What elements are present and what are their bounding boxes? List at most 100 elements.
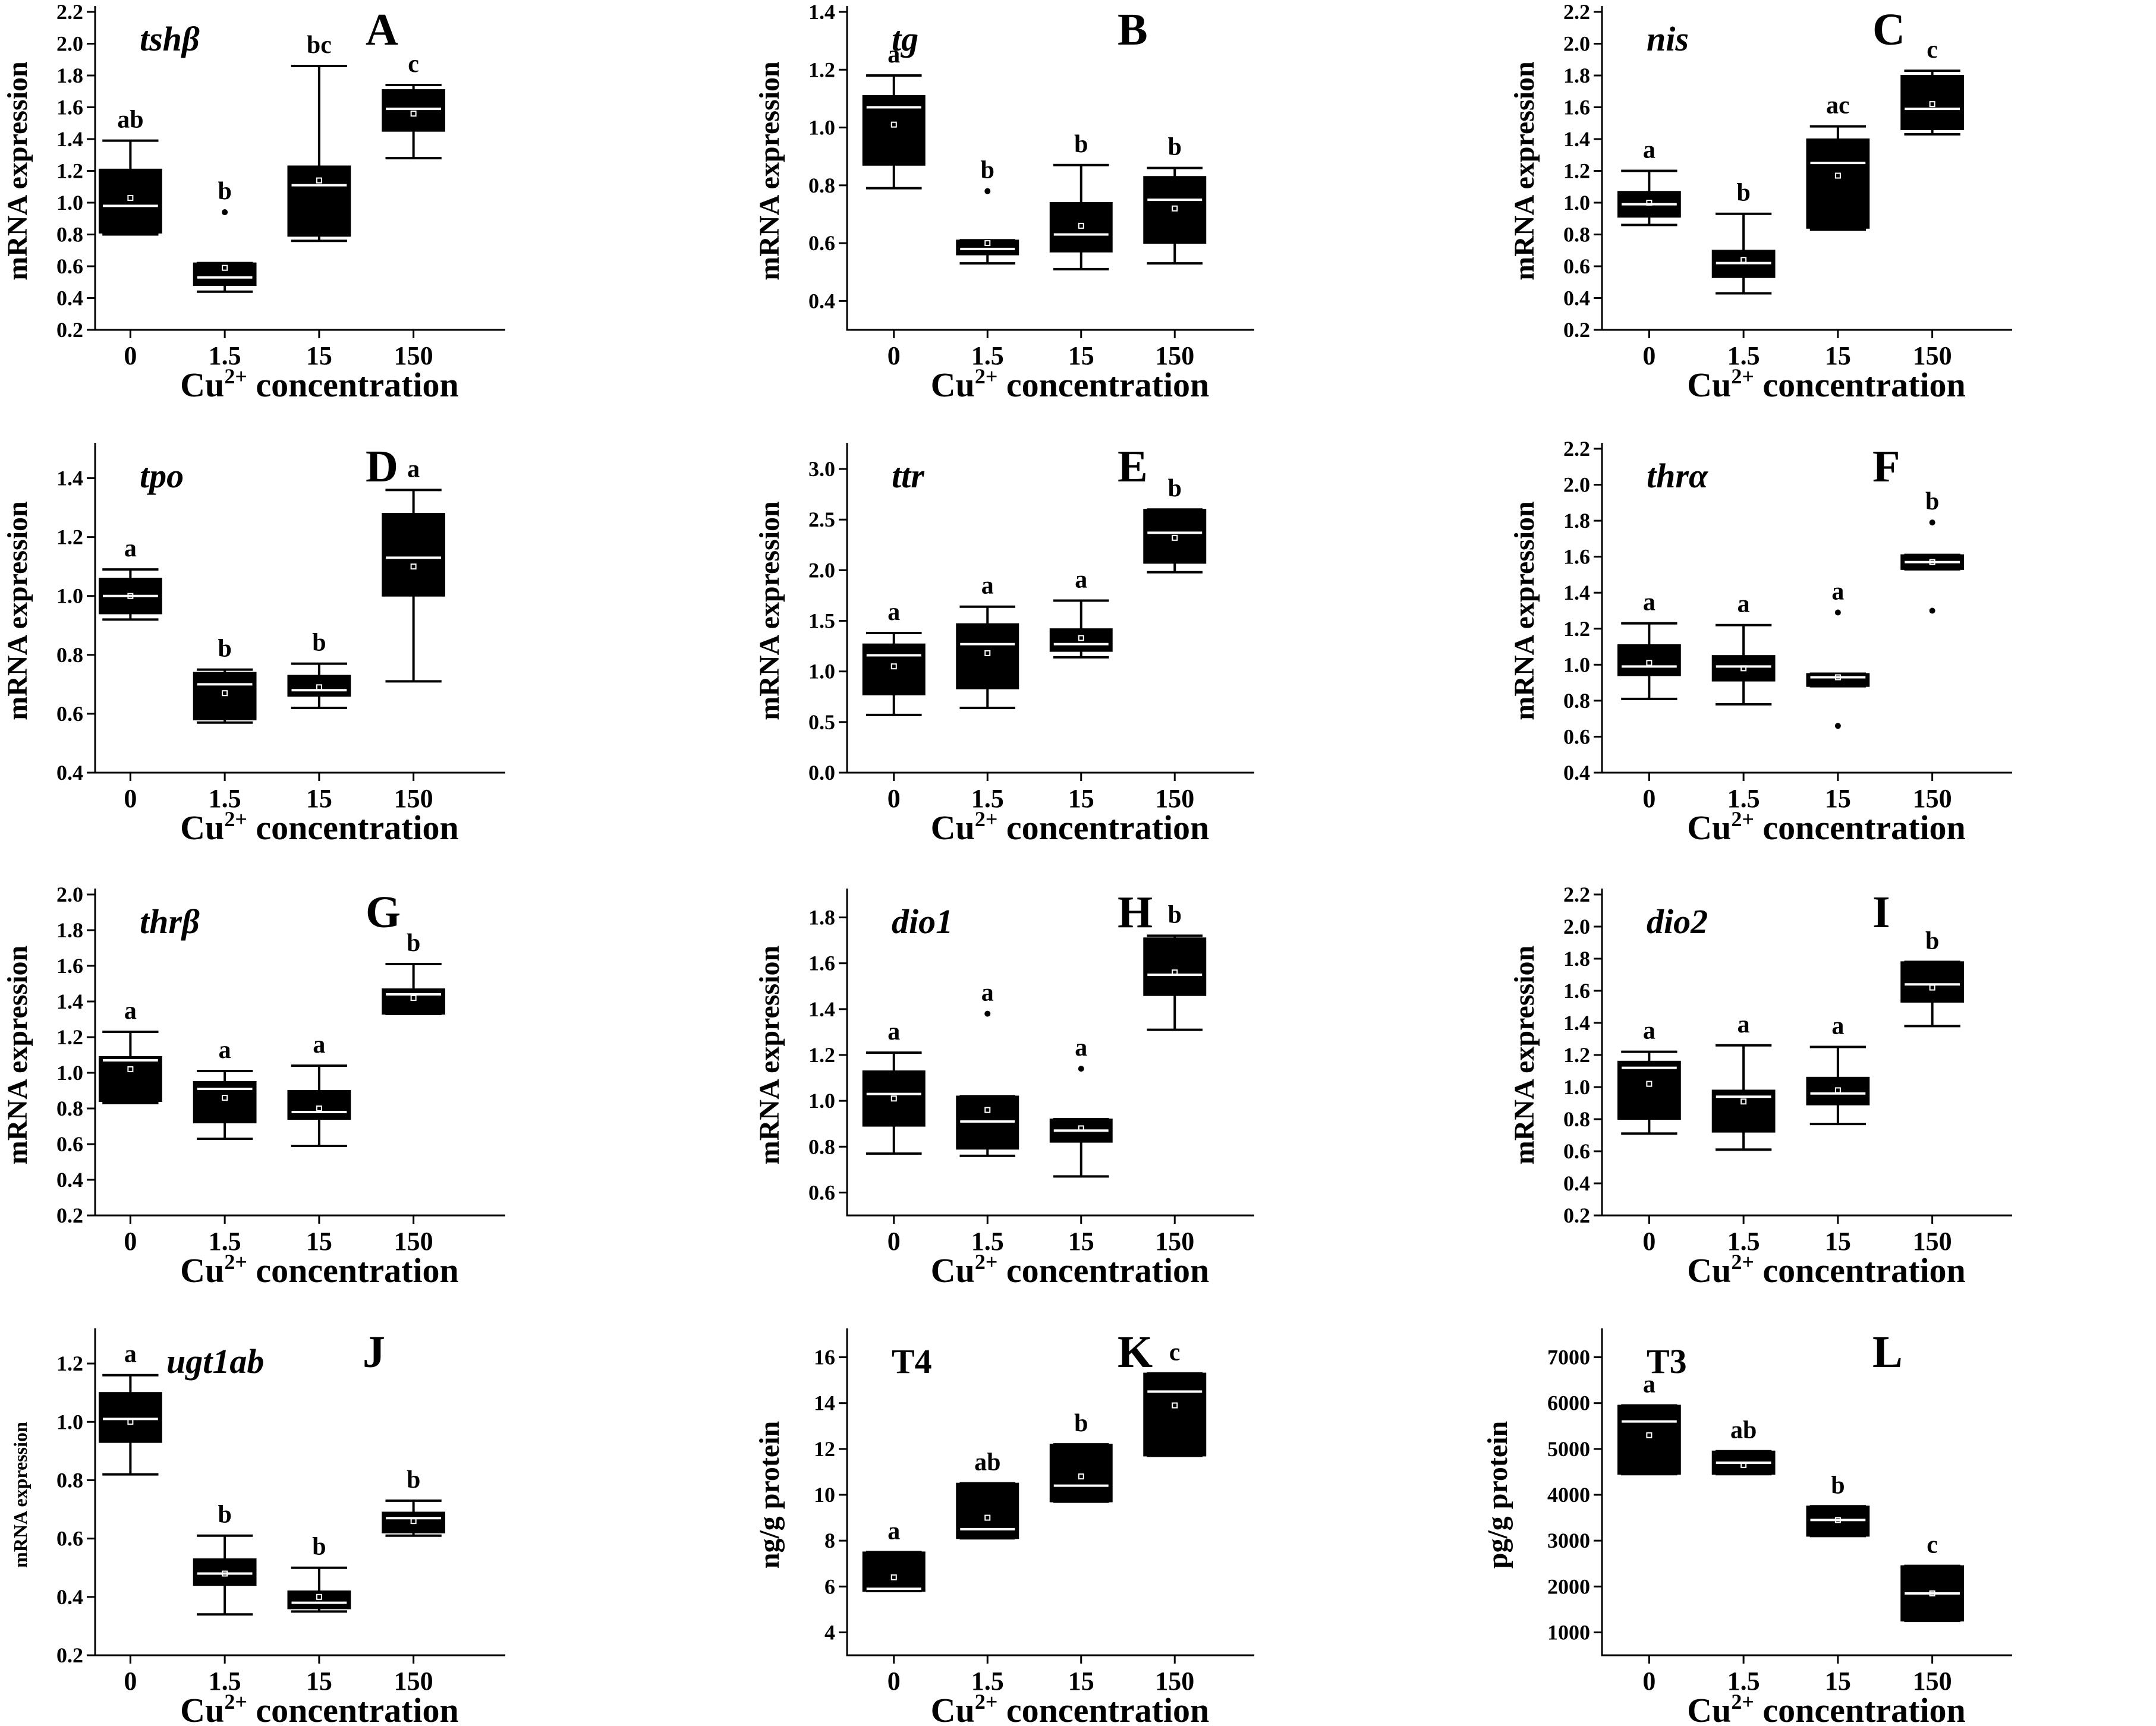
box-iqr bbox=[1143, 937, 1207, 996]
significance-letter: a bbox=[887, 599, 900, 626]
y-tick-label: 1.6 bbox=[808, 952, 835, 975]
box-iqr bbox=[1143, 1372, 1207, 1457]
mean-marker bbox=[1078, 1125, 1084, 1132]
x-axis-label: Cu2+ concentration bbox=[180, 1250, 459, 1290]
mean-marker bbox=[316, 1105, 322, 1111]
x-label-superscript: 2+ bbox=[1731, 807, 1754, 831]
y-tick-label: 0.6 bbox=[1563, 1139, 1590, 1163]
y-tick-label: 0.2 bbox=[56, 318, 83, 342]
x-label-superscript: 2+ bbox=[1731, 1690, 1754, 1714]
y-tick-label: 2.0 bbox=[808, 558, 835, 582]
y-tick-label: 1.2 bbox=[1563, 617, 1590, 641]
y-tick-label: 0.2 bbox=[1563, 318, 1590, 342]
significance-letter: b bbox=[1925, 927, 1939, 955]
x-label-superscript: 2+ bbox=[1731, 364, 1754, 388]
y-tick-label: 1.2 bbox=[1563, 1043, 1590, 1067]
y-axis-label: mRNA expression bbox=[10, 1422, 31, 1568]
significance-letter: a bbox=[1643, 137, 1655, 164]
y-tick-label: 8 bbox=[824, 1529, 835, 1552]
panel-letter: C bbox=[1872, 5, 1905, 55]
panel-l: 1000 2000 3000 4000 5000 6000 7000 pg/g protein… bbox=[1482, 1327, 2012, 1726]
significance-letter: c bbox=[1169, 1339, 1181, 1366]
y-axis-label: mRNA expression bbox=[1509, 946, 1540, 1164]
x-label-superscript: 2+ bbox=[224, 364, 247, 388]
y-tick-label: 0.4 bbox=[56, 761, 83, 785]
y-tick-label: 4000 bbox=[1547, 1483, 1590, 1507]
y-tick-label: 1.4 bbox=[808, 997, 835, 1021]
x-tick-label: 0 bbox=[887, 784, 901, 813]
y-tick-label: 1.0 bbox=[808, 1089, 835, 1113]
y-tick-label: 2.2 bbox=[1563, 883, 1590, 906]
y-tick-label: 1.2 bbox=[56, 159, 83, 183]
significance-letter: b bbox=[1168, 901, 1182, 928]
y-tick-label: 6000 bbox=[1547, 1391, 1590, 1415]
mean-marker bbox=[1646, 200, 1653, 206]
x-label-superscript: 2+ bbox=[975, 1690, 998, 1714]
mean-marker bbox=[127, 194, 134, 201]
mean-marker bbox=[410, 1518, 417, 1525]
axis-lines bbox=[846, 889, 1254, 1217]
y-tick-label: 2.2 bbox=[56, 0, 83, 24]
panel-letter: G bbox=[366, 887, 401, 937]
mean-marker bbox=[1078, 222, 1084, 229]
x-tick-label: 150 bbox=[1913, 1227, 1952, 1256]
box-iqr bbox=[382, 1511, 446, 1533]
x-label-superscript: 2+ bbox=[975, 364, 998, 388]
x-tick-label: 150 bbox=[1155, 1227, 1194, 1256]
y-tick-label: 1.4 bbox=[1563, 1011, 1590, 1035]
x-label-base: Cu bbox=[1687, 1691, 1731, 1726]
significance-letter: a bbox=[1831, 1013, 1844, 1040]
significance-letter: a bbox=[1075, 566, 1087, 593]
y-tick-label: 1.2 bbox=[56, 1025, 83, 1049]
panel-title: tshβ bbox=[140, 20, 200, 58]
significance-letter: b bbox=[1168, 475, 1182, 502]
y-axis-label: mRNA expression bbox=[754, 946, 785, 1164]
box-iqr bbox=[862, 1070, 926, 1127]
y-axis-label: mRNA expression bbox=[2, 946, 33, 1164]
box-iqr bbox=[98, 1392, 162, 1443]
box-iqr bbox=[1900, 961, 1965, 1003]
mean-marker bbox=[1740, 1098, 1747, 1105]
outlier-point bbox=[222, 209, 228, 216]
significance-letter: b bbox=[1925, 488, 1939, 515]
y-tick-label: 2.0 bbox=[1563, 32, 1590, 56]
x-label-rest: concentration bbox=[247, 366, 459, 404]
y-tick-label: 1.6 bbox=[1563, 545, 1590, 569]
x-axis-label: Cu2+ concentration bbox=[1687, 807, 1966, 847]
x-axis-label: Cu2+ concentration bbox=[180, 364, 459, 404]
significance-letter: a bbox=[1831, 578, 1844, 606]
significance-letter: b bbox=[1168, 134, 1182, 161]
x-label-base: Cu bbox=[1687, 1251, 1731, 1290]
y-tick-label: 0.2 bbox=[56, 1204, 83, 1227]
y-tick-label: 0.6 bbox=[56, 702, 83, 726]
y-tick-label: 4 bbox=[824, 1620, 835, 1644]
mean-marker bbox=[222, 264, 228, 271]
x-tick-label: 1.5 bbox=[1727, 784, 1760, 813]
box-iqr bbox=[287, 165, 351, 237]
x-label-base: Cu bbox=[1687, 366, 1731, 404]
mean-marker bbox=[890, 1095, 897, 1102]
outlier-point bbox=[984, 188, 991, 194]
significance-letter: a bbox=[981, 572, 994, 600]
x-label-base: Cu bbox=[931, 1691, 975, 1726]
y-tick-label: 1.8 bbox=[1563, 947, 1590, 971]
outlier-point bbox=[1929, 519, 1935, 526]
mean-marker bbox=[1172, 205, 1178, 212]
x-label-rest: concentration bbox=[1754, 808, 1966, 847]
x-axis-label: Cu2+ concentration bbox=[1687, 1250, 1966, 1290]
box-iqr bbox=[1049, 1444, 1113, 1503]
x-tick-label: 0 bbox=[124, 1227, 137, 1256]
x-label-superscript: 2+ bbox=[975, 807, 998, 831]
x-tick-label: 15 bbox=[1825, 784, 1851, 813]
x-axis-label: Cu2+ concentration bbox=[931, 1250, 1210, 1290]
y-tick-label: 2.2 bbox=[1563, 437, 1590, 461]
mean-marker bbox=[127, 593, 134, 599]
mean-marker bbox=[890, 663, 897, 670]
mean-marker bbox=[1929, 1590, 1935, 1596]
box-iqr bbox=[382, 513, 446, 597]
x-axis-label: Cu2+ concentration bbox=[931, 807, 1210, 847]
mean-marker bbox=[1834, 1517, 1841, 1523]
x-label-superscript: 2+ bbox=[1731, 1250, 1754, 1274]
panel-letter: J bbox=[363, 1327, 385, 1377]
box-iqr bbox=[382, 89, 446, 132]
